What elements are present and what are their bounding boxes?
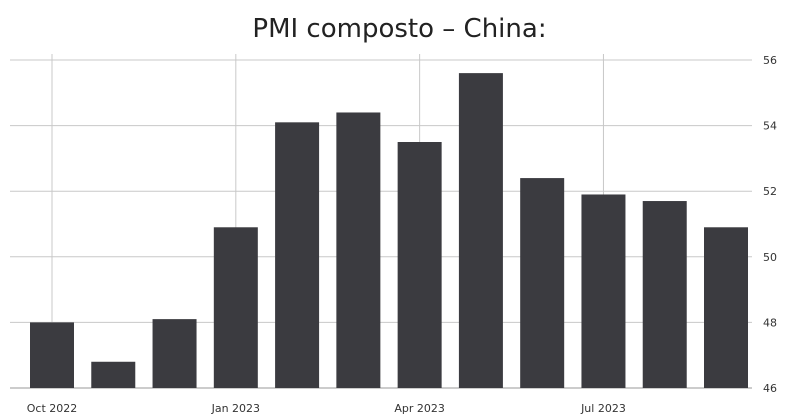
bar-jan-2023 <box>213 227 258 388</box>
y-tick-label: 46 <box>763 382 777 395</box>
y-tick-label: 56 <box>763 54 777 67</box>
bar-aug-2023 <box>642 201 687 388</box>
bar-oct-2022 <box>30 322 74 388</box>
x-axis-ticks: Oct 2022 Jan 2023 Apr 2023 Jul 2023 <box>27 402 626 415</box>
bar-apr-2023 <box>397 142 442 388</box>
bar-jun-2023 <box>520 178 565 388</box>
x-tick-label: Jul 2023 <box>580 402 626 415</box>
x-tick-label: Apr 2023 <box>394 402 445 415</box>
chart-title: PMI composto – China: <box>252 14 547 44</box>
bar-jul-2023 <box>581 194 626 388</box>
bar-mar-2023 <box>336 112 381 388</box>
bars <box>30 73 748 389</box>
bar-feb-2023 <box>275 122 320 388</box>
bar-dec-2022 <box>152 319 197 388</box>
y-tick-label: 52 <box>763 185 777 198</box>
bar-may-2023 <box>458 73 503 389</box>
x-tick-label: Jan 2023 <box>211 402 260 415</box>
grid-lines <box>10 54 752 389</box>
bar-nov-2022 <box>91 361 136 388</box>
x-tick-label: Oct 2022 <box>27 402 78 415</box>
bar-sep-2023 <box>704 227 748 388</box>
y-tick-label: 54 <box>763 120 777 133</box>
y-axis-ticks: 46 48 50 52 54 56 <box>763 54 777 395</box>
y-tick-label: 48 <box>763 316 777 329</box>
y-tick-label: 50 <box>763 251 777 264</box>
